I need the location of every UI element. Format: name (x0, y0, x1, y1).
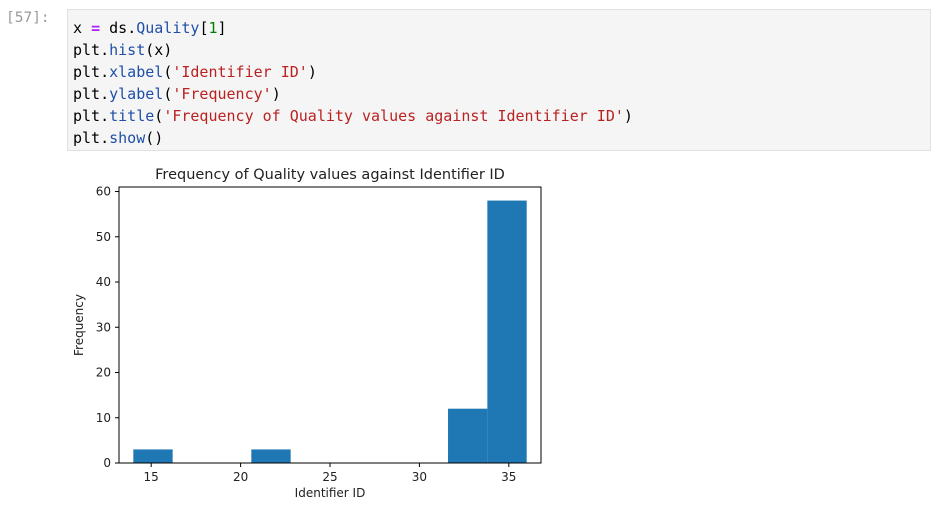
code-token: plt (73, 107, 101, 125)
code-token: 'Frequency' (172, 85, 272, 103)
code-token: . (100, 129, 110, 147)
histogram-bars (133, 200, 527, 463)
code-token: . (100, 85, 110, 103)
histogram-bar (251, 449, 291, 463)
code-token: plt (73, 41, 101, 59)
code-token: ( (154, 107, 164, 125)
x-tick-label: 20 (233, 470, 248, 484)
x-axis-label: Identifier ID (295, 486, 366, 500)
code-token: 'Frequency of Quality values against Ide… (163, 107, 624, 125)
code-token: Quality (136, 19, 200, 37)
x-ticks: 15 20 25 30 35 (144, 463, 516, 484)
code-token: plt (73, 63, 101, 81)
code-token: hist (109, 41, 146, 59)
code-token: xlabel (109, 63, 164, 81)
x-tick-label: 25 (322, 470, 337, 484)
code-line: plt.xlabel('Identifier ID') (73, 61, 633, 83)
histogram-bar (133, 449, 173, 463)
y-tick-label: 20 (96, 366, 111, 380)
code-token: ) (307, 63, 317, 81)
code-token: 1 (208, 19, 218, 37)
code-token: show (109, 129, 146, 147)
y-tick-label: 50 (96, 230, 111, 244)
code-token: ) (623, 107, 633, 125)
code-token: title (109, 107, 155, 125)
code-token: 'Identifier ID' (172, 63, 308, 81)
code-token: . (100, 107, 110, 125)
code-token: . (100, 41, 110, 59)
code-line: x = ds.Quality[1] (73, 17, 633, 39)
code-token: (x) (145, 41, 173, 59)
output-area: 15 20 25 30 35 0 10 20 30 40 50 60 Frequency of Qu… (67, 160, 587, 510)
code-cell-editor[interactable]: x = ds.Quality[1] plt.hist(x) plt.xlabel('… (67, 9, 931, 151)
x-tick-label: 35 (501, 470, 516, 484)
chart-title: Frequency of Quality values against Iden… (155, 167, 505, 183)
code-token: ] (217, 19, 227, 37)
code-line: plt.show() (73, 127, 633, 149)
code-token: plt (73, 85, 101, 103)
code-token: x (73, 19, 92, 37)
code-line: plt.title('Frequency of Quality values a… (73, 105, 633, 127)
y-tick-label: 30 (96, 320, 111, 334)
histogram-chart: 15 20 25 30 35 0 10 20 30 40 50 60 Frequency of Qu… (72, 167, 542, 500)
cell-prompt: [57]: (6, 10, 50, 26)
y-axis-label: Frequency (72, 294, 86, 356)
y-tick-label: 0 (103, 456, 111, 470)
code-token: ylabel (109, 85, 164, 103)
code-token: ( (163, 63, 173, 81)
x-tick-label: 15 (144, 470, 159, 484)
histogram-bar (448, 408, 488, 463)
x-tick-label: 30 (412, 470, 427, 484)
code-token: . (127, 19, 137, 37)
code-lines: x = ds.Quality[1] plt.hist(x) plt.xlabel('… (73, 17, 633, 149)
code-token: = (91, 19, 101, 37)
code-token: . (100, 63, 110, 81)
code-line: plt.ylabel('Frequency') (73, 83, 633, 105)
code-token: ) (271, 85, 281, 103)
y-ticks: 0 10 20 30 40 50 60 (96, 185, 119, 470)
y-tick-label: 40 (96, 275, 111, 289)
code-token: plt (73, 129, 101, 147)
y-tick-label: 10 (96, 411, 111, 425)
code-token: [ (199, 19, 209, 37)
code-line: plt.hist(x) (73, 39, 633, 61)
y-tick-label: 60 (96, 185, 111, 199)
code-token: ds (100, 19, 128, 37)
histogram-bar (487, 200, 527, 463)
code-token: () (145, 129, 164, 147)
code-token: ( (163, 85, 173, 103)
